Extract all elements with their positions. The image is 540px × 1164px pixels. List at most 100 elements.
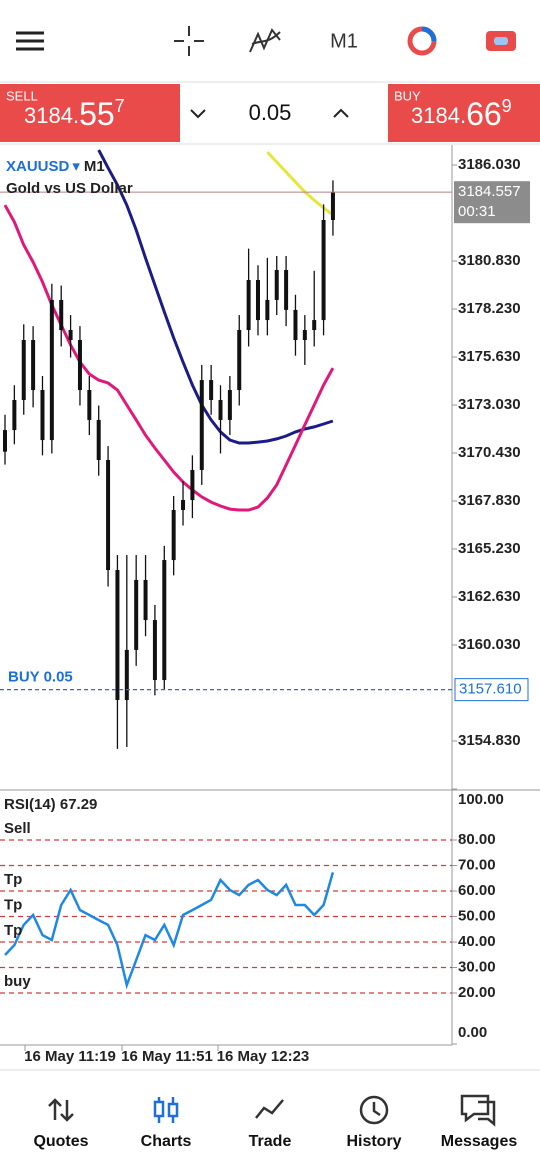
- candle-body: [330, 192, 335, 221]
- symbol-description: Gold vs US Dollar: [6, 180, 133, 197]
- nav-labels: Quotes Charts Trade History Messages: [33, 1133, 517, 1150]
- trade-mode-button[interactable]: [407, 26, 437, 56]
- candle-body: [265, 299, 270, 321]
- level-label: Tp: [4, 922, 22, 939]
- candle-body: [143, 579, 148, 621]
- candle-body: [312, 320, 317, 331]
- current-price-box: [454, 181, 530, 224]
- messages-icon: [460, 1094, 496, 1127]
- buy-label: BUY: [394, 88, 421, 103]
- y-tick-label: 20.00: [458, 984, 496, 1001]
- candle-body: [115, 570, 120, 700]
- candle-body: [171, 510, 176, 561]
- candle-body: [31, 339, 36, 391]
- candle-body: [293, 309, 298, 340]
- nav-item[interactable]: History: [346, 1133, 401, 1150]
- candle-body: [246, 279, 251, 331]
- symbol-menu[interactable]: ▾: [72, 158, 80, 175]
- timeframe-button[interactable]: M1: [330, 30, 358, 52]
- y-tick-label: 3154.830: [458, 732, 521, 749]
- volume[interactable]: 0.05: [249, 100, 292, 125]
- candle-body: [59, 299, 64, 331]
- y-tick-label: 3186.030: [458, 156, 521, 173]
- y-tick-label: 3165.230: [458, 540, 521, 557]
- y-tick-label: 60.00: [458, 882, 496, 899]
- price-big: 66: [466, 96, 502, 132]
- price-sup: 9: [502, 96, 512, 116]
- candle-body: [77, 339, 82, 391]
- candle-body: [152, 620, 157, 681]
- y-tick-label: 30.00: [458, 958, 496, 975]
- candle-body: [40, 390, 45, 441]
- volume-down[interactable]: [190, 109, 206, 119]
- bottom-nav: [0, 1070, 540, 1164]
- level-label: Tp: [4, 871, 22, 888]
- candle-body: [284, 270, 289, 310]
- price-big: 55: [79, 96, 115, 132]
- buy-button[interactable]: BUY 3184.669: [388, 84, 540, 142]
- nav-item[interactable]: Messages: [441, 1133, 518, 1150]
- level-label: buy: [4, 973, 31, 990]
- price-sup: 7: [115, 96, 125, 116]
- trade-icon: [255, 1099, 284, 1119]
- nav-item[interactable]: Quotes: [33, 1133, 88, 1150]
- candle-body: [209, 380, 214, 400]
- candle-body: [199, 380, 204, 470]
- nav-item[interactable]: Trade: [249, 1133, 292, 1150]
- y-tick-label: 3160.030: [458, 636, 521, 653]
- history-hand: [372, 1102, 381, 1117]
- order-price-label: 3157.610: [459, 681, 522, 698]
- symbol: XAUUSD: [6, 158, 70, 175]
- candle-body: [68, 330, 73, 340]
- candle-body: [134, 579, 139, 650]
- candle-body: [21, 339, 26, 400]
- quotes-icon: [48, 1098, 74, 1122]
- current-price-label: 3184.557: [458, 183, 521, 200]
- order-line-text: BUY 0.05: [8, 669, 73, 686]
- y-tick-label: 3178.230: [458, 300, 521, 317]
- y-tick-label: 3167.830: [458, 492, 521, 509]
- charts-icon: [153, 1097, 179, 1123]
- buy-price: 3184.669: [411, 96, 512, 133]
- y-tick-label: 3162.630: [458, 588, 521, 605]
- rsi-title: RSI(14) 67.29: [4, 796, 97, 813]
- moving-average: [3, 204, 335, 512]
- sell-button[interactable]: SELL 3184.557: [0, 84, 180, 142]
- price-plot: [0, 149, 452, 749]
- y-tick-label: 3170.430: [458, 444, 521, 461]
- moving-average: [266, 151, 334, 217]
- nav-icons: [48, 1094, 496, 1127]
- level-label: Sell: [4, 820, 31, 837]
- moving-average: [97, 149, 334, 445]
- x-tick-label: 16 May 11:51: [121, 1048, 213, 1065]
- price-head: 3184.: [24, 103, 79, 128]
- nav-item[interactable]: Charts: [141, 1133, 192, 1150]
- one-click-button[interactable]: [486, 31, 516, 51]
- candle-body: [181, 500, 186, 511]
- candle-body: [227, 390, 232, 420]
- candle-body: [255, 279, 260, 321]
- crosshair-button[interactable]: [174, 26, 204, 56]
- candle-body: [274, 270, 279, 300]
- candle-body: [96, 419, 101, 460]
- candle-body: [87, 390, 92, 420]
- candle-body: [218, 399, 223, 420]
- symbol-header: XAUUSD ▾ M1: [6, 158, 105, 175]
- y-tick-label: 3180.830: [458, 252, 521, 269]
- x-tick-label: 16 May 12:23: [217, 1048, 310, 1065]
- menu-button[interactable]: [16, 31, 44, 51]
- candle-body: [124, 649, 129, 700]
- y-tick-label: 40.00: [458, 933, 496, 950]
- candle-body: [106, 459, 111, 571]
- y-tick-label: 70.00: [458, 856, 496, 873]
- y-tick-label: 50.00: [458, 907, 496, 924]
- toolbar: [0, 0, 540, 82]
- volume-up[interactable]: [333, 108, 349, 118]
- sell-label: SELL: [6, 88, 38, 103]
- indicators-button[interactable]: [249, 28, 281, 53]
- candle-body: [302, 330, 307, 340]
- order-price-box: [454, 678, 529, 702]
- candle-body: [237, 330, 242, 391]
